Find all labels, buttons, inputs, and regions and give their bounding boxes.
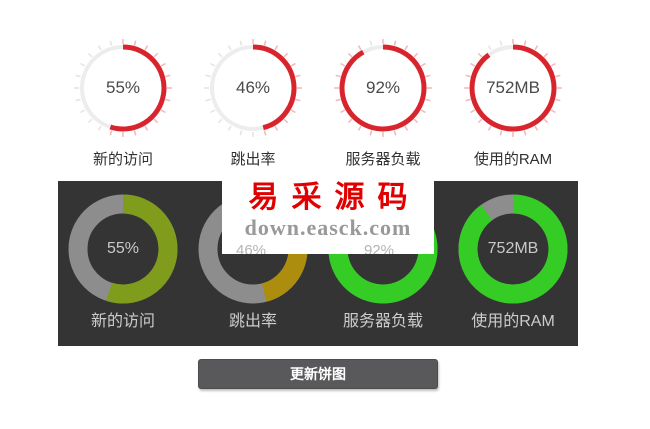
donut-ring: 55% (68, 194, 178, 304)
donut-label: 使用的RAM (471, 313, 555, 330)
watermark: 易采源码 down.easck.com 46% 92% (222, 179, 434, 254)
donut-value: 55% (106, 240, 140, 257)
gauge-cell-bounce-rate: 46% 跳出率 (188, 33, 318, 169)
update-pie-button[interactable]: 更新饼图 (198, 359, 438, 389)
donut-label: 新的访问 (90, 313, 155, 330)
gauge-value: 92% (365, 78, 401, 97)
donut-label: 跳出率 (228, 313, 277, 330)
watermark-peek-right: 92% (364, 242, 395, 254)
gauge-value: 752MB (486, 78, 540, 97)
donut-label: 服务器负载 (342, 313, 423, 330)
gauge-dial: 752MB (458, 33, 568, 143)
gauge-cell-server-load: 92% 服务器负载 (318, 33, 448, 169)
gauge-value: 55% (105, 78, 141, 97)
donut-cell-new-visits: 55% 新的访问 (58, 181, 188, 346)
donut-value: 752MB (487, 240, 539, 257)
gauge-label: 服务器负载 (345, 151, 421, 168)
gauge-label: 使用的RAM (473, 151, 553, 168)
donut-cell-ram-used: 752MB 使用的RAM (448, 181, 578, 346)
gauge-cell-ram-used: 752MB 使用的RAM (448, 33, 578, 169)
watermark-domain: down.easck.com (244, 215, 412, 240)
gauge-label: 跳出率 (230, 151, 276, 168)
donut-ring: 752MB (458, 194, 568, 304)
gauge-dial: 46% (198, 33, 308, 143)
gauge-row-light: 55% 新的访问 46% 跳出率 92% 服务器负载 752MB 使用的RAM (58, 33, 578, 169)
gauge-dial: 55% (68, 33, 178, 143)
watermark-peek-left: 46% (236, 242, 267, 254)
gauge-label: 新的访问 (92, 151, 153, 168)
gauge-cell-new-visits: 55% 新的访问 (58, 33, 188, 169)
gauge-dial: 92% (328, 33, 438, 143)
gauge-value: 46% (235, 78, 271, 97)
watermark-title: 易采源码 (248, 181, 421, 214)
